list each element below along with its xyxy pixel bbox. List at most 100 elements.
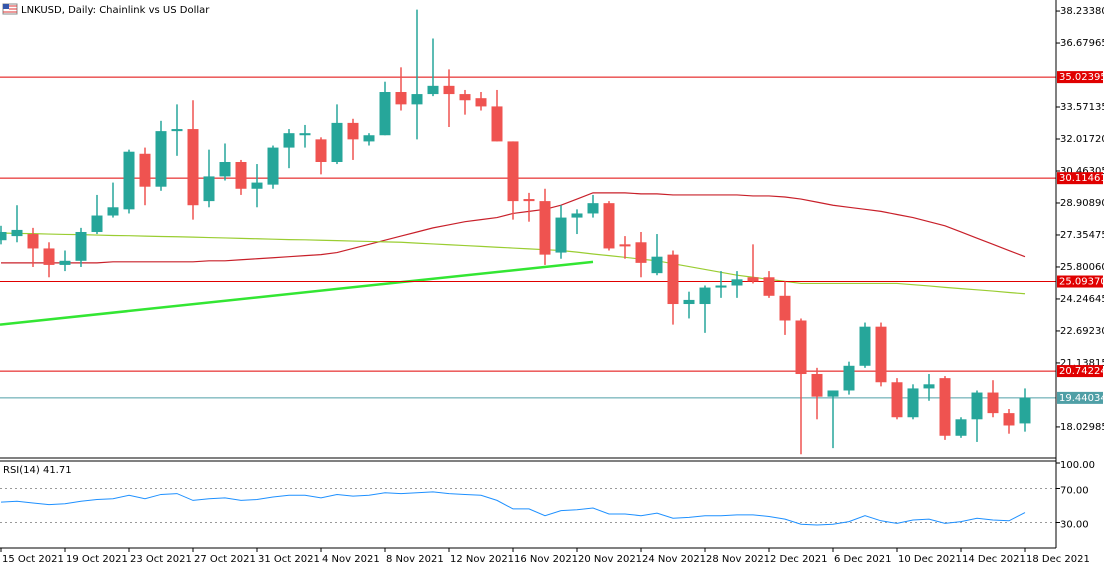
candle-body: [827, 390, 839, 397]
candle-body: [1019, 397, 1031, 424]
candle-body: [11, 229, 23, 237]
candle-body: [379, 92, 391, 136]
candle-body: [587, 203, 599, 214]
y-tick-label: 70.00: [1060, 486, 1089, 497]
candle-body: [267, 147, 279, 185]
y-tick-label: 30.00: [1060, 520, 1089, 531]
candle-body: [843, 365, 855, 391]
candle-body: [459, 94, 471, 101]
candle-body: [347, 122, 359, 140]
candle-body: [763, 277, 775, 296]
price-panel: [0, 9, 1056, 455]
candle-body: [715, 285, 727, 288]
x-tick-label: 14 Dec 2021: [962, 554, 1026, 565]
candle-body: [203, 176, 215, 202]
moving-average: [0, 232, 1026, 295]
x-tick-label: 16 Nov 2021: [514, 554, 578, 565]
y-tick-label: 24.24645: [1060, 294, 1104, 305]
y-tick-label: 38.23380: [1060, 6, 1104, 17]
candle-body: [507, 141, 519, 202]
candle-body: [491, 106, 503, 142]
candle-body: [635, 242, 647, 263]
candle-body: [923, 384, 935, 389]
candle-body: [315, 139, 327, 162]
y-tick-label: 27.35475: [1060, 230, 1104, 241]
x-tick-label: 20 Nov 2021: [578, 554, 642, 565]
candle-body: [811, 374, 823, 397]
candle-body: [411, 94, 423, 105]
candle-body: [747, 277, 759, 282]
candle-body: [27, 234, 39, 249]
axes: 38.23380 36.67965 33.57135 32.01720 30.46305…: [0, 0, 1104, 549]
y-tick-label: 28.90890: [1060, 198, 1104, 209]
level-label-box: [1057, 365, 1103, 378]
candle-body: [891, 382, 903, 418]
level-label-box: [1057, 172, 1103, 185]
x-tick-label: 24 Nov 2021: [642, 554, 706, 565]
candle-body: [363, 135, 375, 142]
x-tick-label: 10 Dec 2021: [898, 554, 962, 565]
level-label-box: [1057, 391, 1103, 404]
candle-body: [619, 244, 631, 247]
candle-body: [555, 217, 567, 253]
y-tick-label: 25.80060: [1060, 262, 1104, 273]
x-tick-label: 27 Oct 2021: [194, 554, 256, 565]
candle-body: [683, 299, 695, 305]
level-label: 30.11461: [1059, 173, 1104, 184]
level-label-box: [1057, 275, 1103, 288]
candle-body: [955, 419, 967, 436]
y-tick-label: 36.67965: [1060, 38, 1104, 49]
candle-body: [123, 151, 135, 210]
candle-body: [235, 161, 247, 189]
y-tick-label: 18.02985: [1060, 422, 1104, 433]
candle-body: [75, 231, 87, 261]
x-tick-label: 8 Nov 2021: [386, 554, 444, 565]
candle-body: [59, 260, 71, 265]
candle-body: [155, 131, 167, 187]
level-label: 25.09370: [1059, 277, 1104, 288]
x-tick-label: 6 Dec 2021: [834, 554, 892, 565]
y-tick-label: 22.69230: [1060, 326, 1104, 337]
level-label: 35.02395: [1059, 72, 1104, 83]
y-tick-label: 100.00: [1060, 460, 1095, 471]
chart-title: LNKUSD, Daily: Chainlink vs US Dollar: [21, 5, 210, 16]
candle-body: [523, 199, 535, 202]
x-tick-label: 23 Oct 2021: [130, 554, 192, 565]
candle-body: [875, 326, 887, 383]
candle-body: [395, 92, 407, 105]
candle-body: [939, 378, 951, 436]
x-tick-label: 4 Nov 2021: [322, 554, 380, 565]
candle-body: [331, 122, 343, 162]
candle-body: [907, 388, 919, 418]
candle-body: [971, 392, 983, 420]
candle-body: [795, 320, 807, 375]
symbol-icon: [2, 3, 18, 15]
y-tick-label: 30.46305: [1060, 166, 1104, 177]
level-label: 19.44034: [1059, 393, 1104, 404]
candle-body: [667, 254, 679, 305]
candle-body: [539, 201, 551, 255]
candle-body: [139, 153, 151, 187]
level-label-box: [1057, 71, 1103, 84]
candle-body: [1003, 413, 1015, 426]
candle-body: [443, 85, 455, 95]
rsi-line: [0, 491, 1026, 526]
x-tick-label: 18 Dec 2021: [1026, 554, 1090, 565]
x-tick-label: 2 Dec 2021: [770, 554, 828, 565]
y-tick-label: 33.57135: [1060, 102, 1104, 113]
candle-body: [651, 256, 663, 274]
candle-body: [603, 203, 615, 249]
candle-body: [427, 85, 439, 95]
x-tick-label: 12 Nov 2021: [450, 554, 514, 565]
level-label: 20.74224: [1059, 366, 1104, 377]
candle-body: [475, 98, 487, 107]
candle-body: [299, 133, 311, 136]
candle-body: [699, 287, 711, 305]
candle-body: [107, 207, 119, 216]
rsi-title: RSI(14) 41.71: [3, 465, 72, 476]
candle-body: [171, 129, 183, 132]
candle-body: [731, 279, 743, 286]
rsi-panel: [0, 488, 1056, 526]
candle-body: [43, 248, 55, 265]
x-tick-label: 19 Oct 2021: [66, 554, 128, 565]
